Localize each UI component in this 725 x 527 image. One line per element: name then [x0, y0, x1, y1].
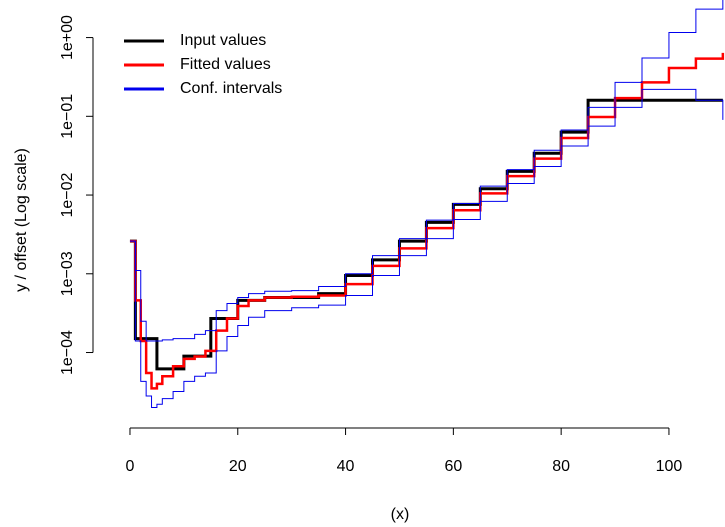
series-line [129, 88, 724, 409]
x-tick-label: 80 [552, 458, 570, 475]
y-axis-title: y / offset (Log scale) [13, 148, 30, 292]
y-tick-label: 1e−04 [59, 330, 76, 375]
x-tick-label: 20 [229, 458, 247, 475]
x-tick-label: 100 [656, 458, 683, 475]
y-tick-label: 1e−02 [59, 172, 76, 217]
y-tick-label: 1e−03 [59, 251, 76, 296]
x-tick-label: 40 [337, 458, 355, 475]
x-tick-label: 60 [444, 458, 462, 475]
y-tick-label: 1e−01 [59, 94, 76, 139]
x-axis-title: (x) [391, 506, 410, 523]
series-line [129, 0, 724, 342]
legend-label: Fitted values [180, 56, 271, 73]
y-tick-label: 1e+00 [59, 15, 76, 60]
legend-label: Input values [180, 32, 266, 49]
legend-label: Conf. intervals [180, 80, 282, 97]
plot-area [129, 0, 725, 409]
x-tick-label: 0 [126, 458, 135, 475]
